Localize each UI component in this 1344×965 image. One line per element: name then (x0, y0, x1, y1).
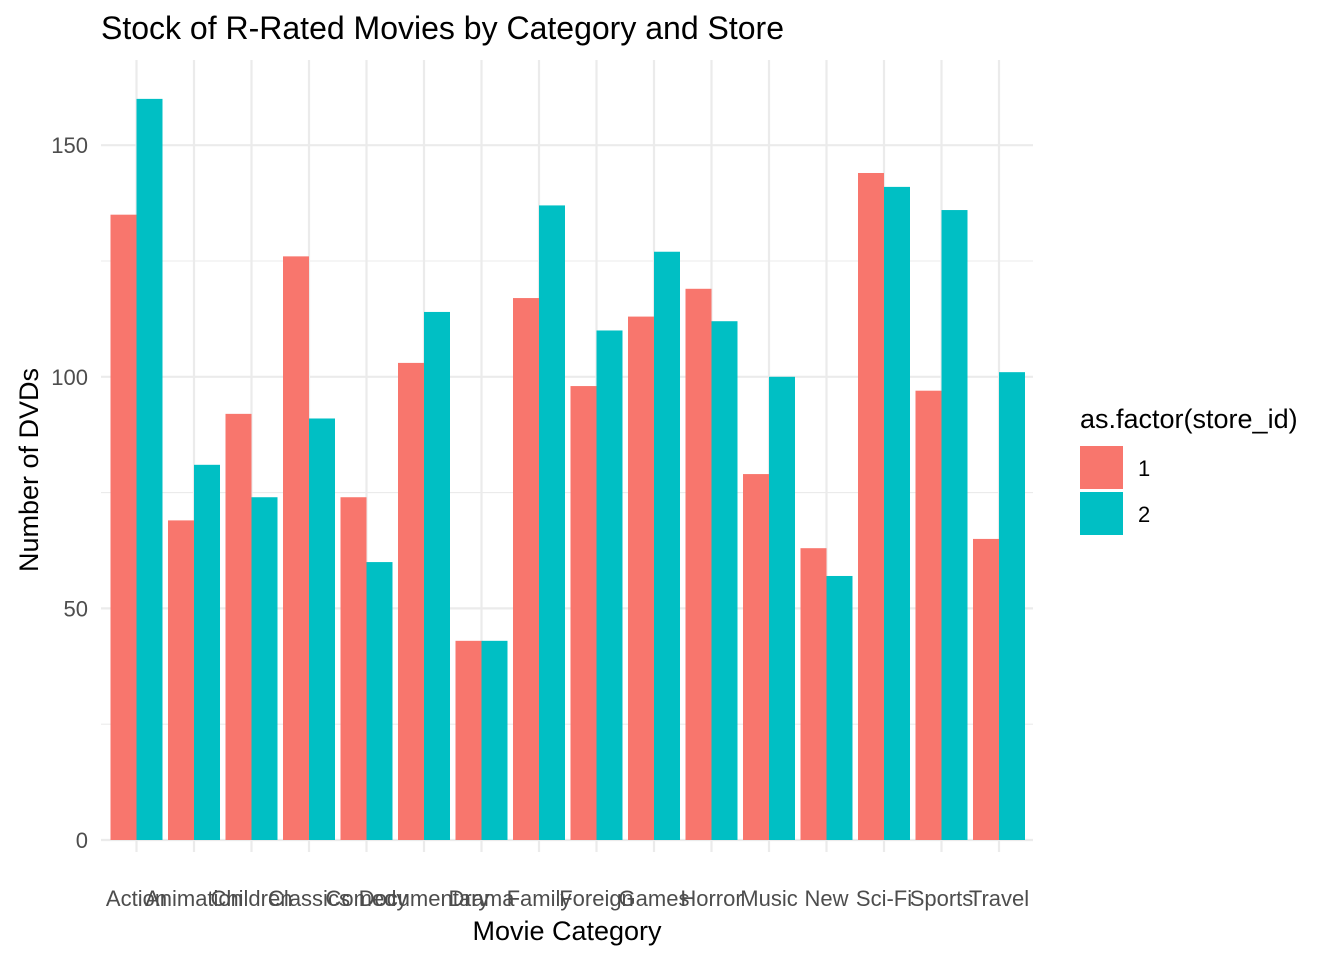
legend-title: as.factor(store_id) (1080, 404, 1298, 434)
x-tick-label: Horror (680, 886, 742, 911)
chart-title: Stock of R-Rated Movies by Category and … (101, 10, 784, 46)
x-tick-label: Documentary (359, 886, 490, 911)
bar-store-1-sports (915, 390, 942, 840)
bar-store-2-horror (711, 321, 738, 840)
bar-store-2-action (136, 98, 163, 840)
bar-store-1-horror (685, 288, 712, 840)
bar-store-2-music (769, 376, 795, 840)
bar-store-2-new (826, 575, 853, 840)
x-tick-label: Music (740, 886, 797, 911)
bar-store-1-foreign (570, 386, 597, 840)
bar-store-2-games (654, 251, 680, 841)
bar-store-2-travel (999, 372, 1025, 840)
bar-store-2-comedy (366, 562, 393, 840)
x-axis-ticks: ActionAnimationChildrenClassicsComedyDoc… (106, 886, 1029, 911)
x-tick-label: Foreign (559, 886, 634, 911)
bar-store-2-sci-fi (884, 186, 910, 840)
y-tick-label: 0 (76, 828, 88, 853)
bar-store-2-documentary (424, 311, 450, 840)
bar-store-1-games (628, 316, 654, 841)
bar-store-1-comedy (340, 497, 367, 840)
bar-store-2-drama (481, 640, 508, 840)
x-tick-label: Family (507, 886, 572, 911)
y-tick-label: 100 (51, 365, 88, 390)
x-tick-label: Animation (145, 886, 243, 911)
y-axis-ticks: 0 50 100 150 (51, 133, 88, 853)
bar-store-1-travel (973, 538, 999, 840)
x-tick-label: Comedy (326, 886, 408, 911)
bar-store-1-drama (455, 640, 482, 840)
bar-store-2-children (251, 497, 278, 840)
bar-store-1-animation (168, 520, 194, 840)
x-tick-label: Action (106, 886, 167, 911)
x-tick-label: Travel (969, 886, 1029, 911)
x-tick-label: Drama (448, 886, 515, 911)
x-tick-label: Sports (910, 886, 974, 911)
bar-store-1-classics (283, 256, 309, 840)
bar-store-2-animation (194, 464, 220, 840)
bar-store-2-foreign (596, 330, 623, 840)
bar-store-2-family (539, 205, 565, 840)
bar-store-1-children (225, 413, 252, 840)
x-tick-label: Sci-Fi (856, 886, 912, 911)
x-tick-label: New (804, 886, 848, 911)
x-tick-label: Children (211, 886, 293, 911)
legend: as.factor(store_id) 1 2 (1080, 404, 1298, 535)
y-tick-label: 150 (51, 133, 88, 158)
legend-swatch-store-2 (1080, 492, 1123, 535)
bar-store-1-new (800, 548, 827, 840)
bar-store-2-classics (309, 418, 335, 840)
y-tick-label: 50 (64, 596, 88, 621)
bar-store-1-documentary (398, 362, 424, 840)
bar-store-1-sci-fi (858, 172, 884, 840)
bar-store-1-action (110, 214, 137, 840)
bars-layer (110, 98, 1025, 841)
bar-store-1-music (743, 474, 769, 840)
bar-store-1-family (513, 298, 539, 840)
bar-store-2-sports (941, 210, 968, 841)
legend-swatch-store-1 (1080, 446, 1123, 489)
x-tick-label: Classics (268, 886, 350, 911)
y-axis-label: Number of DVDs (14, 368, 44, 572)
legend-label-store-2: 2 (1138, 502, 1150, 527)
x-tick-label: Games (619, 886, 690, 911)
legend-label-store-1: 1 (1138, 456, 1150, 481)
x-axis-label: Movie Category (472, 916, 662, 946)
